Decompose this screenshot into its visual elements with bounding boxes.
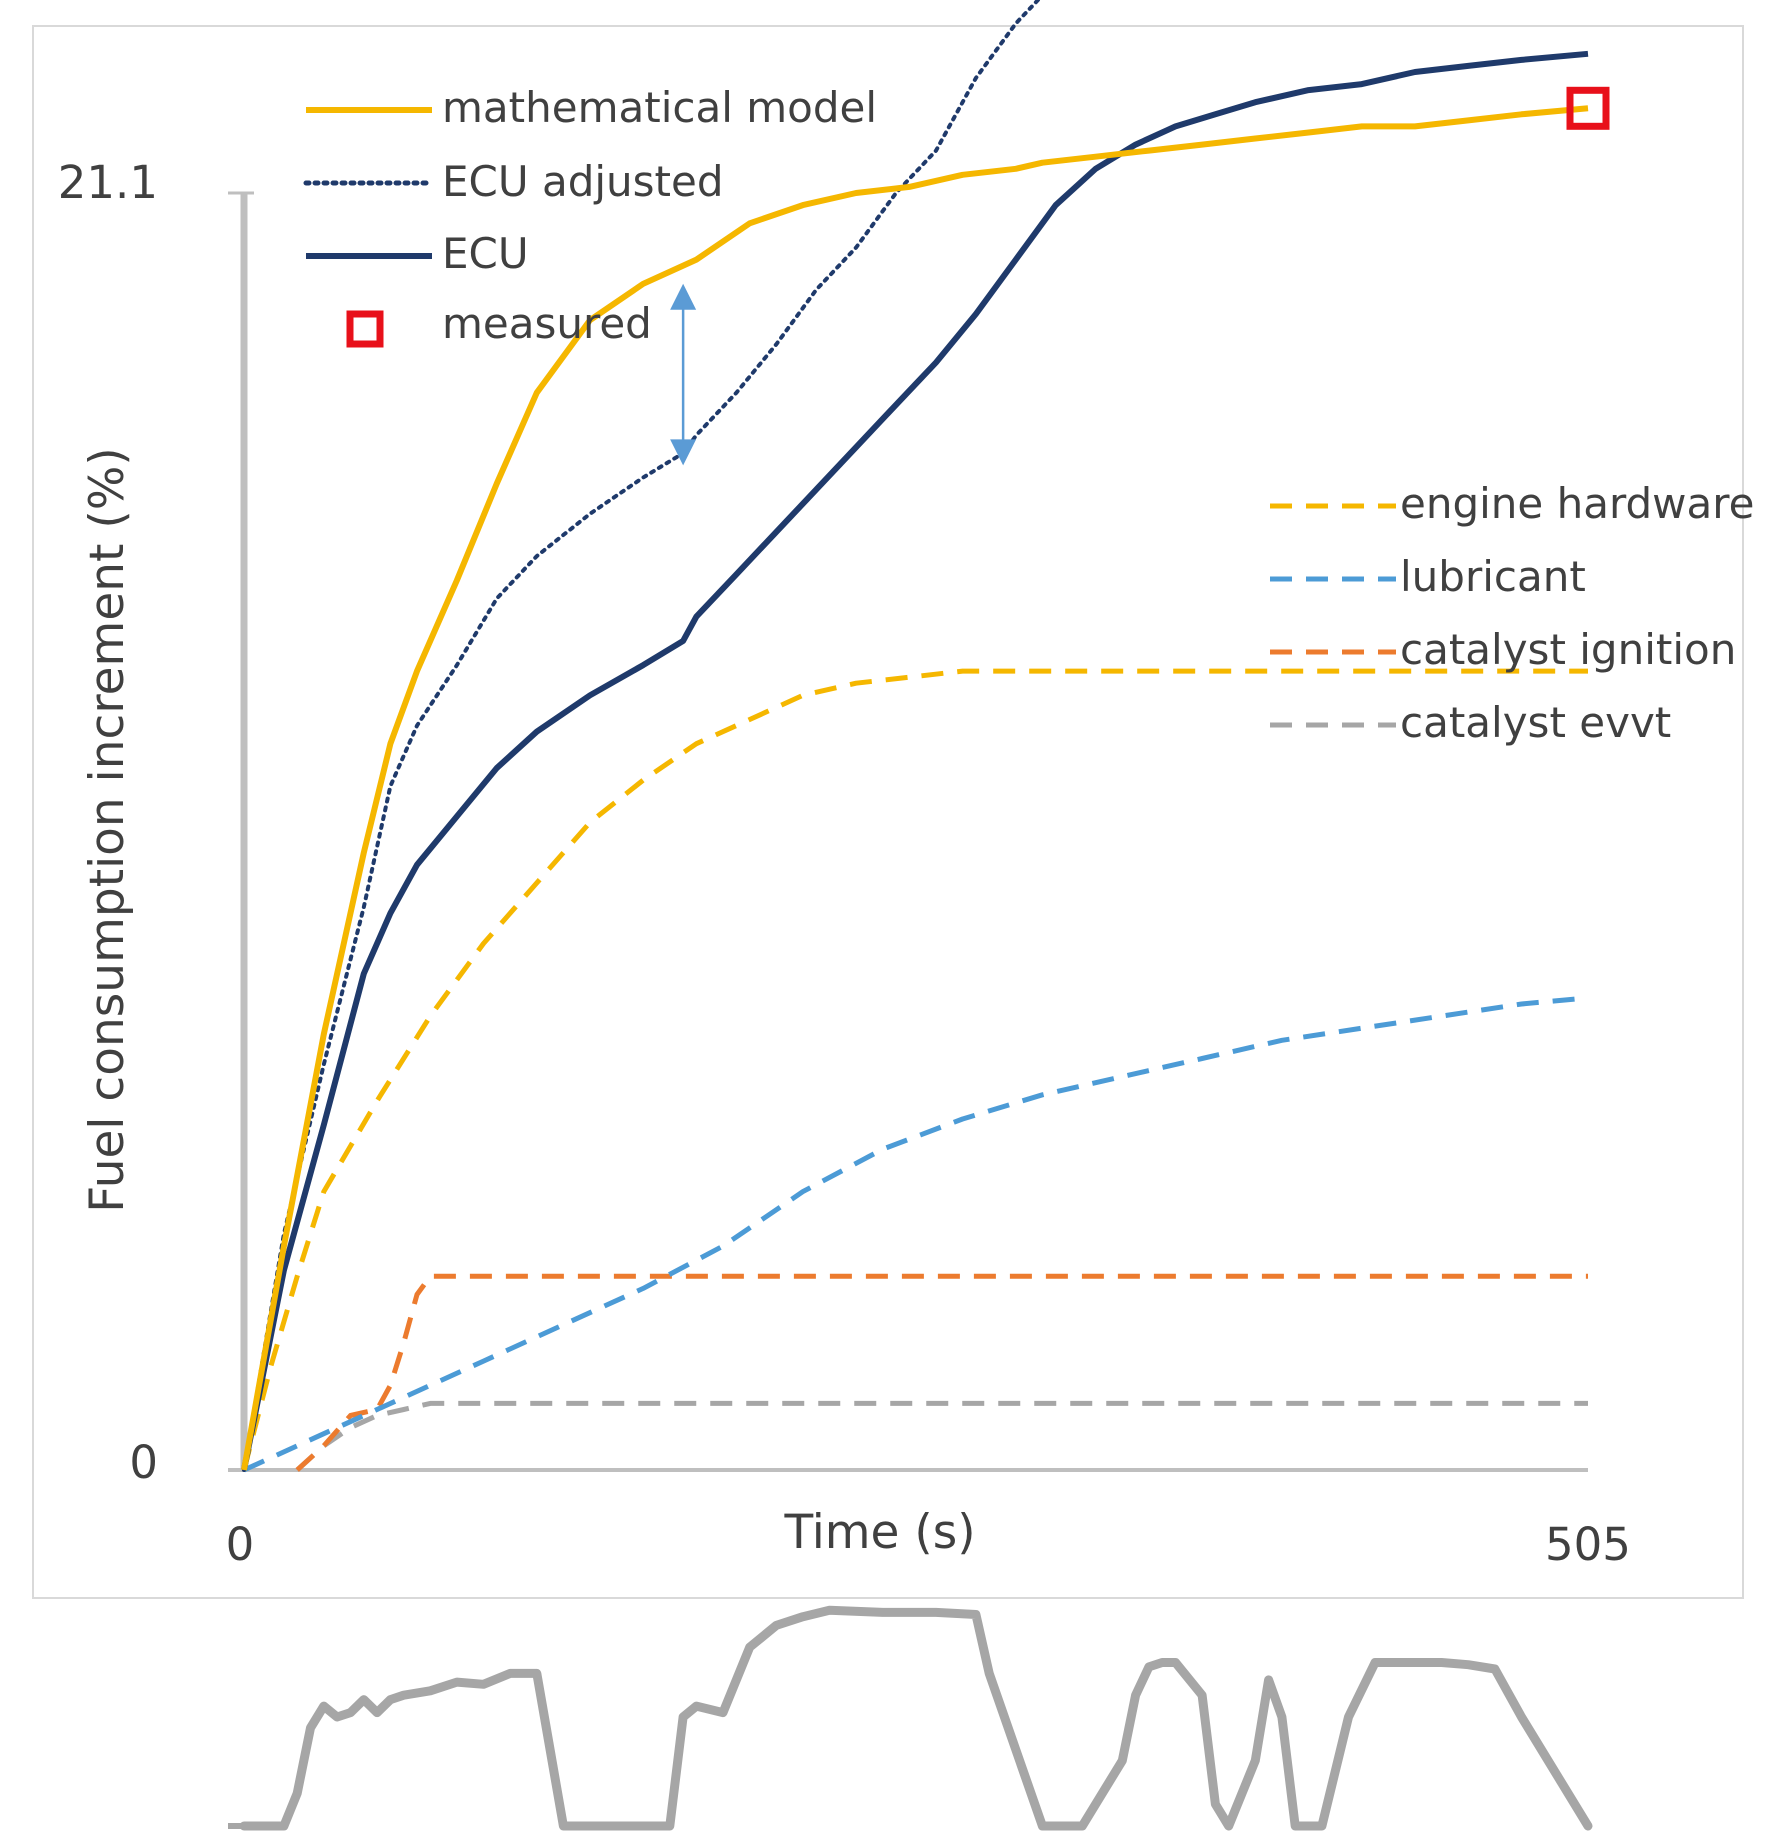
plot-frame	[32, 25, 1744, 1599]
annotation-double-arrow	[670, 283, 697, 466]
legend-label-catalyst-ignition: catalyst ignition	[1400, 625, 1736, 674]
series-lubricant	[242, 995, 1589, 1473]
legend-label-mathematical-model: mathematical model	[442, 83, 877, 132]
annotation-arrow-head-top	[670, 283, 697, 310]
legend-label-engine-hardware: engine hardware	[1400, 479, 1754, 528]
legend-label-measured: measured	[442, 299, 652, 348]
series-engine-hardware	[241, 668, 1588, 1471]
series-ecu	[241, 50, 1589, 1471]
speed-trace-line	[239, 1605, 1593, 1831]
x-axis-title: Time (s)	[783, 1505, 975, 1560]
legend-label-ecu-adjusted: ECU adjusted	[442, 157, 724, 206]
legend-label-ecu: ECU	[442, 229, 529, 278]
y-tick-top: 21.1	[58, 156, 158, 209]
legend-swatch-measured	[346, 310, 384, 348]
annotation-arrow-head-bottom	[670, 439, 697, 466]
series-catalyst-evvt	[295, 1400, 1588, 1472]
y-axis-title: Fuel consumption increment (%)	[80, 447, 135, 1213]
legend-right: engine hardware lubricant catalyst ignit…	[1270, 479, 1754, 747]
legend-label-lubricant: lubricant	[1400, 552, 1586, 601]
series-catalyst-ignition	[295, 1273, 1588, 1472]
y-tick-zero: 0	[129, 1436, 158, 1489]
series-mathematical-model	[241, 105, 1589, 1471]
x-tick-zero: 0	[226, 1518, 255, 1571]
legend-top-left: mathematical model ECU adjusted ECU meas…	[303, 83, 877, 348]
legend-label-catalyst-evvt: catalyst evvt	[1400, 698, 1671, 747]
x-tick-end: 505	[1545, 1518, 1631, 1571]
series-ecu-adjusted	[242, 0, 1041, 1472]
series-layer	[241, 0, 1589, 1473]
measured-point-marker	[1566, 86, 1610, 130]
